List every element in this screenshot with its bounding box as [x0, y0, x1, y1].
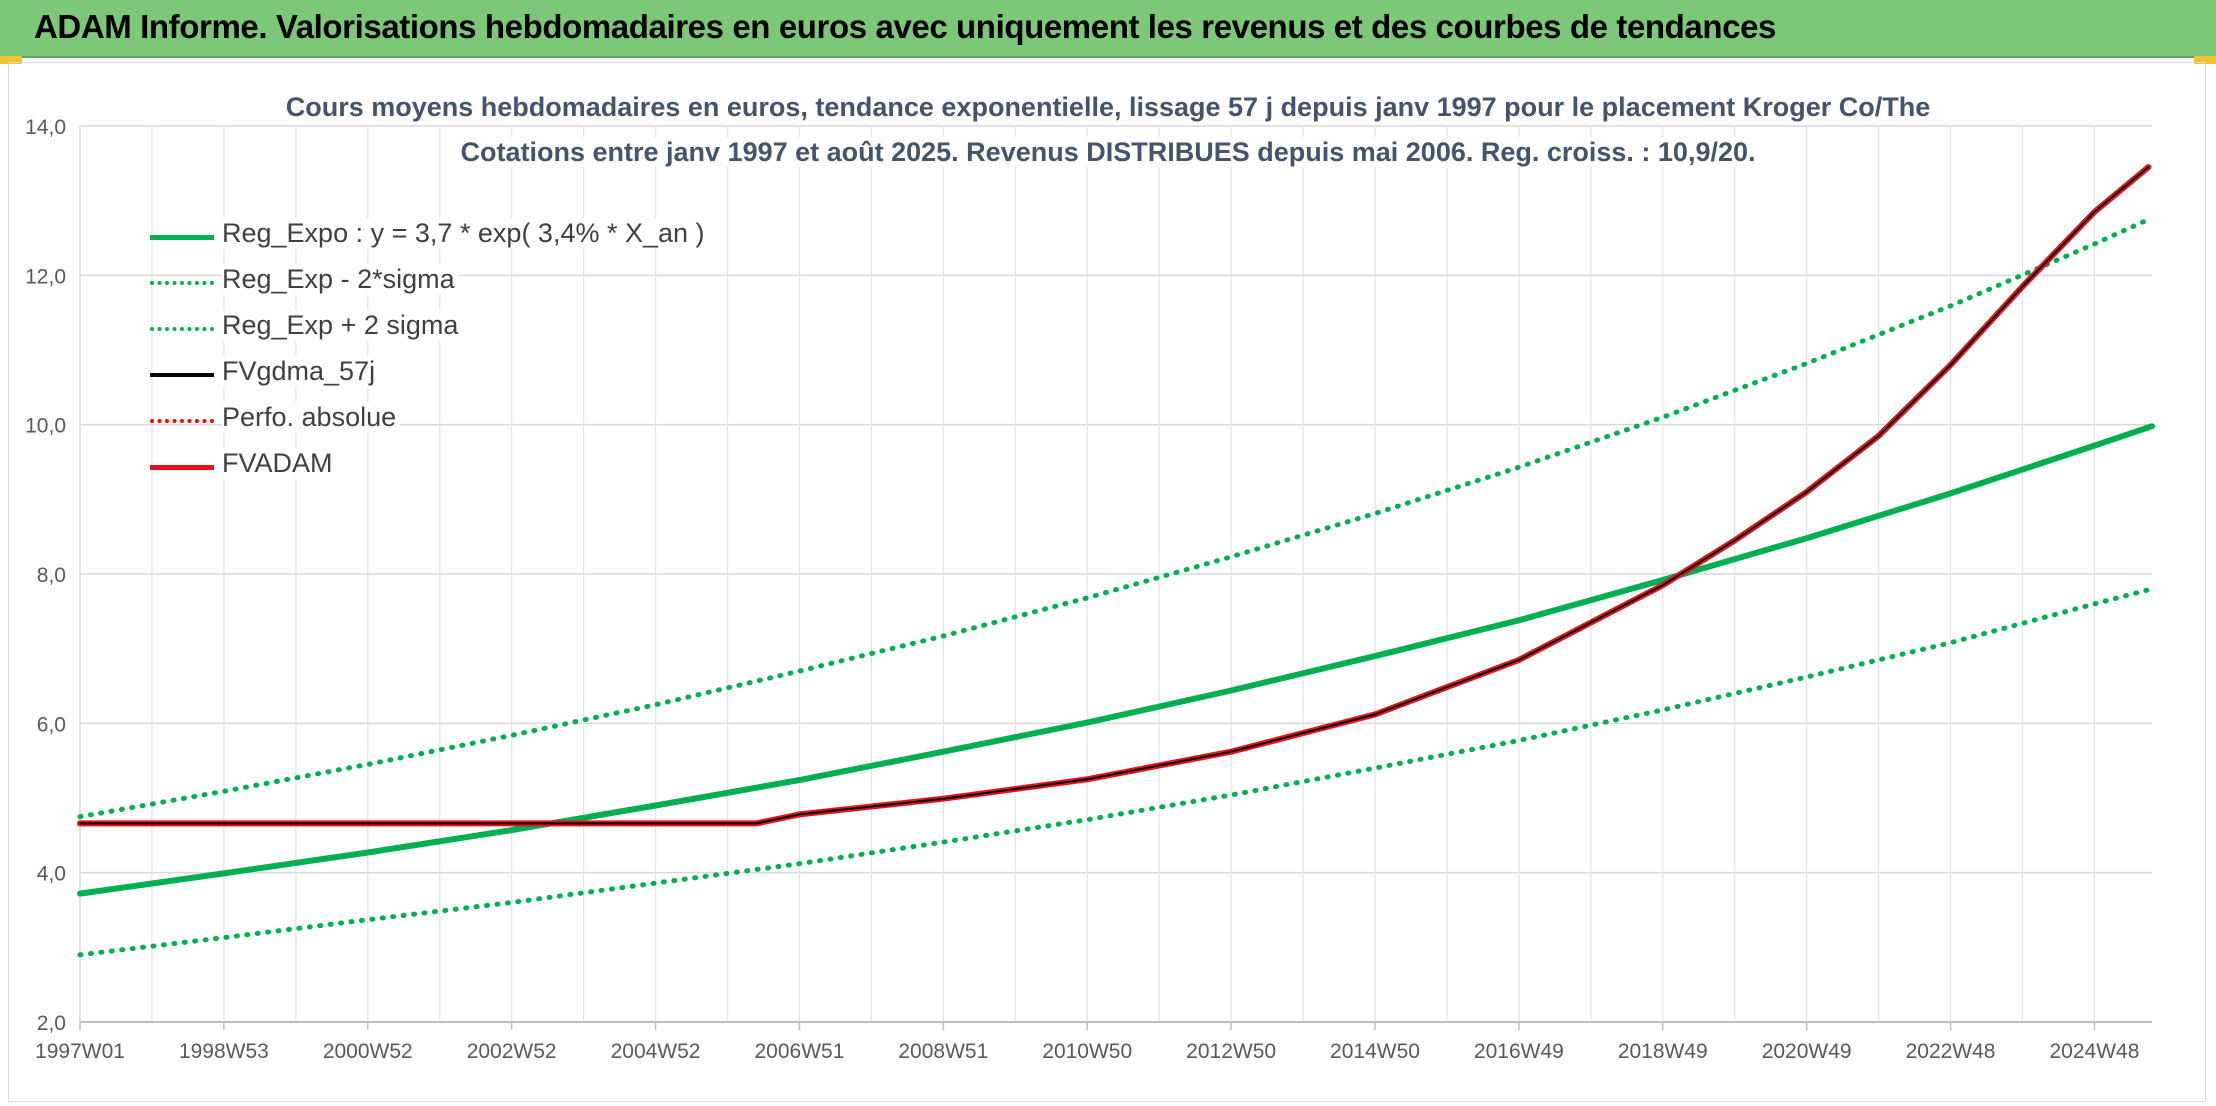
x-tick-label: 2016W49: [1474, 1040, 1564, 1063]
grid: [79, 125, 2152, 1023]
x-tick-label: 2020W49: [1762, 1040, 1852, 1063]
legend-label: Reg_Expo : y = 3,7 * exp( 3,4% * X_an ): [222, 218, 709, 249]
x-tick-label: 2012W50: [1186, 1040, 1276, 1063]
legend-swatch: [150, 465, 214, 470]
series-layer: [77, 164, 2155, 958]
legend-swatch: [150, 373, 214, 377]
legend-swatch: [150, 281, 214, 285]
x-tick-label: 2006W51: [754, 1040, 844, 1063]
x-tick-label: 2010W50: [1042, 1040, 1132, 1063]
x-tick-label: 2022W48: [1906, 1040, 1996, 1063]
x-tick-label: 1997W01: [35, 1040, 125, 1063]
chart-frame: [8, 62, 2206, 1102]
legend-label: Perfo. absolue: [222, 402, 401, 433]
chart-title-line-1: Cours moyens hebdomadaires en euros, ten…: [0, 92, 2216, 123]
legend-swatch: [150, 235, 214, 240]
corner-marker-right: [2194, 56, 2216, 64]
x-tick-label: 2002W52: [467, 1040, 557, 1063]
x-tick-label: 2024W48: [2049, 1040, 2139, 1063]
x-tick-label: 2000W52: [323, 1040, 413, 1063]
legend-label: FVADAM: [222, 448, 337, 479]
axes: 2,0 4,0 6,0 8,0 10,0 12,0 14,0 1997W01 1998W53 20…: [25, 116, 2152, 1063]
report-title: ADAM Informe. Valorisations hebdomadaire…: [34, 8, 1776, 45]
y-tick-label: 4,0: [37, 863, 66, 886]
series-line-0: [77, 423, 2155, 897]
legend-label: Reg_Exp + 2 sigma: [222, 310, 463, 341]
legend-swatch: [150, 327, 214, 331]
report-banner: ADAM Informe. Valorisations hebdomadaire…: [0, 0, 2216, 58]
series-line-2: [77, 215, 2155, 820]
chart-title-line-2: Cotations entre janv 1997 et août 2025. …: [0, 137, 2216, 168]
legend-swatch: [150, 419, 214, 423]
y-tick-label: 12,0: [25, 265, 66, 288]
y-tick-label: 8,0: [37, 564, 66, 587]
y-tick-label: 6,0: [37, 713, 66, 736]
x-tick-label: 2008W51: [898, 1040, 988, 1063]
legend-label: Reg_Exp - 2*sigma: [222, 264, 459, 295]
y-tick-label: 2,0: [37, 1012, 66, 1035]
x-tick-label: 2004W52: [611, 1040, 701, 1063]
y-tick-label: 10,0: [25, 415, 66, 438]
x-tick-label: 2018W49: [1618, 1040, 1708, 1063]
legend-label: FVgdma_57j: [222, 356, 380, 387]
series-line-3: [79, 166, 2150, 825]
y-tick-label: 14,0: [25, 116, 66, 139]
x-tick-label: 1998W53: [179, 1040, 269, 1063]
x-tick-label: 2014W50: [1330, 1040, 1420, 1063]
corner-marker-left: [0, 56, 22, 64]
